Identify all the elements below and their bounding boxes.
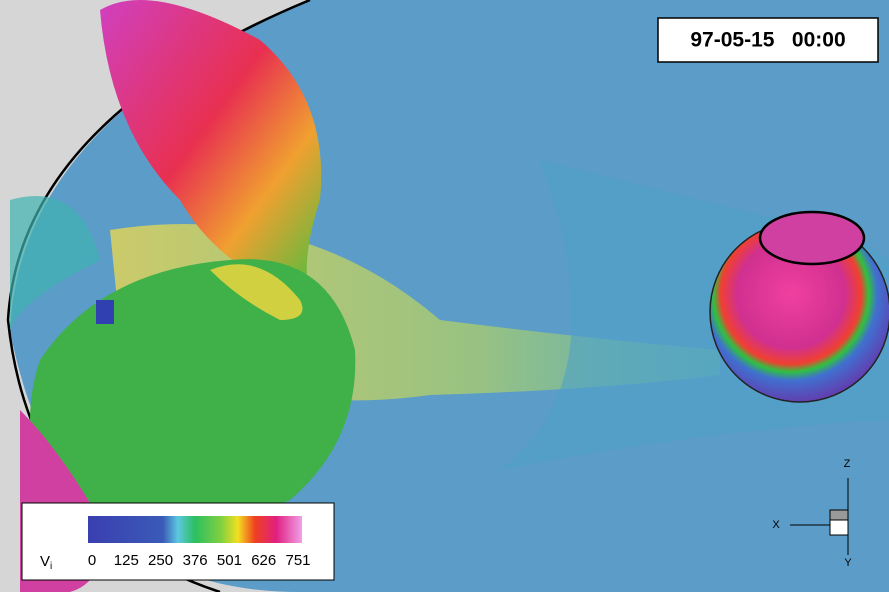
colorbar-tick-label: 250 [148, 552, 173, 569]
triad-box [830, 510, 848, 520]
axis-label-x: X [772, 519, 780, 531]
axis-label-y: Y [844, 557, 852, 569]
colorbar-tick-label: 0 [88, 552, 96, 569]
colorbar-tick-label: 751 [285, 552, 310, 569]
page: {"timestamp": "97-05-15 00:00", "colorba… [0, 0, 889, 592]
colorbar-tick-label: 626 [251, 552, 276, 569]
sphere-cap [760, 212, 864, 264]
axis-label-z: Z [844, 458, 851, 470]
colorbar-tick-label: 376 [183, 552, 208, 569]
timestamp: 97-05-15 00:00 [690, 29, 845, 52]
colorbar-label-subscript: i [50, 561, 52, 572]
visualization: 97-05-15 00:00 Vi 0125250376501626751 Z … [0, 0, 889, 592]
marker [96, 300, 114, 324]
colorbar-tick-label: 501 [217, 552, 242, 569]
colorbar-tick-label: 125 [114, 552, 139, 569]
colorbar [88, 516, 302, 543]
colorbar-label-main: V [40, 553, 50, 570]
triad-box [830, 520, 848, 535]
